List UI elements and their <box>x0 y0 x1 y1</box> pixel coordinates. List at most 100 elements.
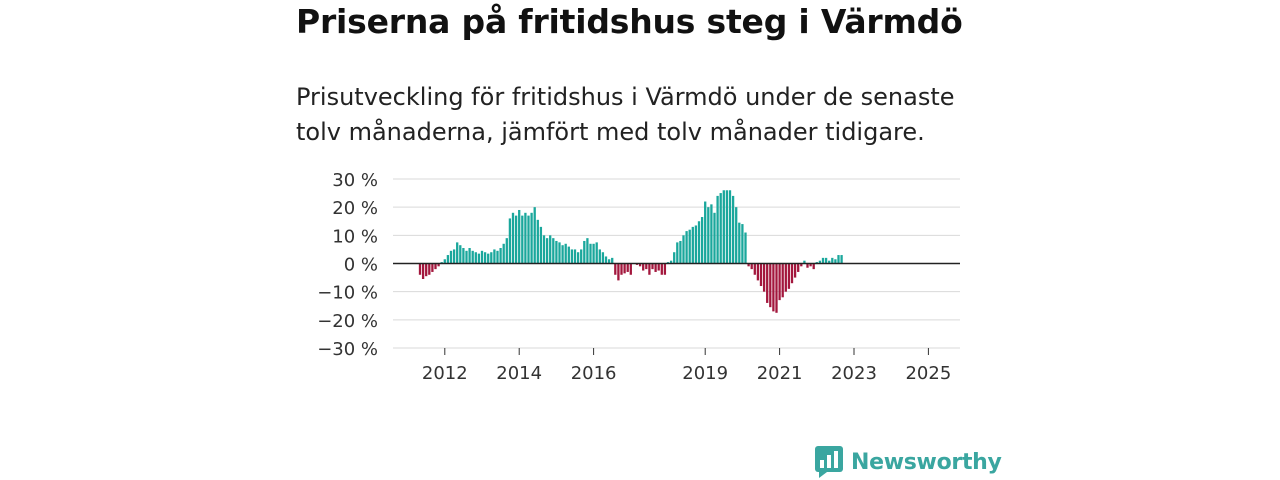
bar <box>828 260 831 264</box>
bar <box>648 263 651 275</box>
bar <box>462 248 465 264</box>
bar <box>759 263 763 287</box>
bar <box>812 263 815 270</box>
bar <box>762 263 766 292</box>
bar <box>704 201 707 264</box>
bar <box>660 263 663 275</box>
bar <box>558 242 561 264</box>
newsworthy-logo-icon <box>815 446 843 478</box>
bar <box>611 257 614 264</box>
bar <box>772 263 775 312</box>
bar <box>793 263 797 278</box>
bar <box>573 249 577 264</box>
x-tick-label: 2012 <box>422 363 468 384</box>
bar <box>524 212 527 264</box>
bar <box>434 263 437 270</box>
bar <box>508 218 512 264</box>
bar <box>598 249 601 264</box>
bar <box>638 263 642 267</box>
bar <box>570 249 574 264</box>
bar <box>769 263 772 308</box>
bar <box>697 221 701 264</box>
bar <box>623 263 626 274</box>
bar <box>787 263 791 289</box>
bar <box>806 263 809 268</box>
bar <box>564 243 567 264</box>
bar <box>474 252 477 264</box>
brand-name: Newsworthy <box>851 449 1002 475</box>
y-tick-label: 30 % <box>332 170 378 191</box>
bar <box>747 263 750 267</box>
bar <box>713 212 716 264</box>
bar <box>809 263 812 267</box>
bar <box>688 229 691 264</box>
bar <box>778 263 781 301</box>
bar <box>744 232 747 264</box>
bar <box>465 250 468 264</box>
bar <box>629 263 632 275</box>
bar <box>604 256 608 264</box>
bar <box>530 212 533 264</box>
bar <box>722 190 725 264</box>
bar <box>477 253 481 264</box>
x-tick-label: 2025 <box>905 363 951 384</box>
bar <box>685 231 688 264</box>
bar <box>775 263 778 313</box>
bar <box>536 219 539 264</box>
bar <box>694 225 698 264</box>
bar <box>735 207 738 264</box>
x-tick-label: 2023 <box>831 363 877 384</box>
bar <box>496 250 499 264</box>
bar <box>790 263 794 284</box>
bar <box>443 259 446 264</box>
bar <box>518 209 521 264</box>
bar <box>716 195 719 264</box>
bar <box>521 215 524 264</box>
bar <box>614 263 617 275</box>
bar <box>561 245 564 264</box>
bar <box>818 260 822 264</box>
chart-subtitle: Prisutveckling för fritidshus i Värmdö u… <box>296 83 955 146</box>
bar <box>580 249 583 264</box>
bar <box>586 238 589 264</box>
bar <box>753 263 756 275</box>
bar <box>493 249 496 264</box>
bar <box>642 263 645 271</box>
bar <box>595 242 598 264</box>
bar <box>446 255 450 264</box>
bar <box>834 259 837 264</box>
bar <box>673 252 676 264</box>
bar <box>539 226 543 264</box>
bar <box>821 257 825 264</box>
y-tick-label: −20 % <box>317 311 378 332</box>
bar <box>431 263 434 272</box>
bar <box>620 263 623 275</box>
bar <box>654 263 657 272</box>
chart-title: Priserna på fritidshus steg i Värmdö <box>296 2 963 41</box>
bar <box>533 207 536 264</box>
bar <box>800 263 803 267</box>
bar <box>824 257 828 264</box>
bar <box>669 260 673 264</box>
bar <box>741 224 744 264</box>
bar <box>707 207 710 264</box>
bar <box>766 263 769 303</box>
bar <box>601 252 605 264</box>
bar <box>545 238 549 264</box>
bar <box>542 235 546 264</box>
bar <box>719 193 722 264</box>
bar <box>663 263 667 275</box>
bar <box>483 252 487 264</box>
bar <box>589 243 592 264</box>
bar <box>505 238 508 264</box>
bar <box>784 263 787 292</box>
bar <box>682 235 685 264</box>
bar <box>645 263 648 270</box>
bar <box>626 263 629 272</box>
bar <box>837 255 840 264</box>
bar <box>456 242 459 264</box>
bar <box>480 250 484 264</box>
bar <box>514 215 518 264</box>
bar <box>499 248 502 264</box>
